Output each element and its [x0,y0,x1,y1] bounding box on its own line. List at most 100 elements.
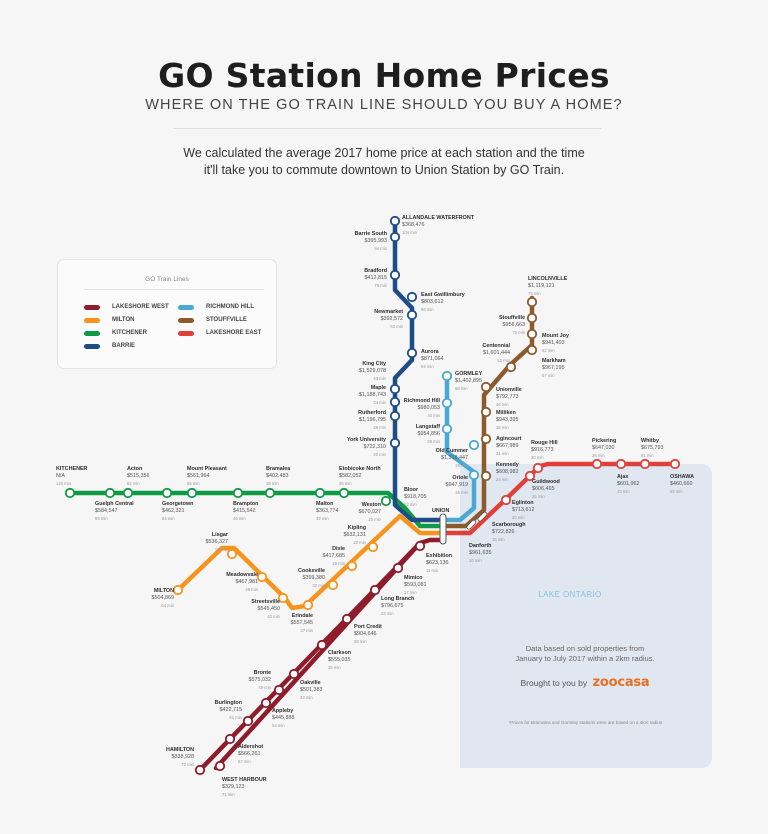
station-label[interactable]: Etobicoke North $582,052 26 min [339,466,381,486]
station-label[interactable]: Eglinton $713,612 20 min [512,500,535,520]
station-label[interactable]: Barrie South $395,993 94 min [354,231,387,251]
union-station-marker [439,513,447,545]
station-label[interactable]: Stouffville $956,663 72 min [498,315,525,335]
station-label[interactable]: Appleby $445,888 54 min [272,708,295,728]
station-label[interactable]: Port Credit $904,646 28 min [354,624,382,644]
station-label[interactable]: Rutherford $1,196,795 29 min [358,410,386,430]
station-label[interactable]: Mimico $593,081 17 min [404,575,427,595]
station-label[interactable]: Bloor $918,705 12 min [404,487,427,507]
line-swatch-icon [84,317,100,323]
station-label[interactable]: Oriole $947,919 25 min [445,475,468,495]
station-label[interactable]: King City $1,529,078 43 min [359,361,386,381]
zoocasa-logo[interactable]: zoocasa [592,675,650,690]
station-label[interactable]: Mount Joy $941,403 62 min [542,333,569,353]
legend-item-lakeshore-west: LAKESHORE WEST [84,304,169,310]
station-label[interactable]: LINCOLNVILLE $1,119,121 79 min [528,276,568,296]
station-label[interactable]: Cooksville $399,380 32 min [298,568,325,588]
page-title: GO Station Home Prices [158,56,610,95]
line-swatch-icon [84,343,100,349]
station-label[interactable]: Georgetown $462,321 64 min [162,501,194,521]
station-label[interactable]: Langstaff $954,856 36 min [415,424,440,444]
station-label[interactable]: Malton $363,774 32 min [316,501,339,521]
station-label[interactable]: Brampton $415,542 46 min [233,501,259,521]
lakeshore-west-line [197,537,446,773]
station-label[interactable]: East Gwillimbury $803,612 66 min [421,292,465,312]
legend-item-kitchener: KITCHENER [84,330,147,336]
richmond-hill-line [440,372,477,523]
station-label[interactable]: Clarkson $555,035 35 min [328,650,352,670]
station-label[interactable]: HAMILTON $338,928 72 min [166,747,194,767]
station-label[interactable]: KITCHENER N/A 123 min [56,466,88,486]
barrie-line [392,219,446,523]
legend-item-milton: MILTON [84,317,134,323]
line-swatch-icon [178,304,194,310]
station-label[interactable]: Danforth $961,635 10 min [469,543,492,563]
station-label[interactable]: Streetsville $545,450 42 min [251,599,280,619]
station-label[interactable]: Long Branch $796,675 23 min [381,596,415,616]
station-label[interactable]: Whitby $675,793 51 min [641,438,664,458]
legend-item-lakeshore-east: LAKESHORE EAST [178,330,261,336]
station-label[interactable]: Old Cummer $1,318,447 29 min [435,448,468,468]
legend: GO Train Lines LAKESHORE WEST MILTON KIT… [57,259,277,369]
station-label[interactable]: Newmarket $392,572 62 min [374,309,403,329]
station-label[interactable]: Unionville $792,773 46 min [496,387,522,407]
station-label[interactable]: Lisgar $536,327 53 min [205,532,228,552]
legend-item-richmond-hill: RICHMOND HILL [178,304,254,310]
station-label[interactable]: Bronte $575,032 49 min [248,670,271,690]
station-label[interactable]: WEST HARBOUR $329,123 71 min [222,777,267,797]
milton-line [175,513,446,611]
lake-ontario-area [460,464,712,768]
header-divider [173,128,601,129]
station-label[interactable]: MILTON $504,869 64 min [151,588,174,608]
kitchener-line [67,490,446,529]
line-swatch-icon [84,304,100,310]
station-label[interactable]: Aurora $871,064 54 min [421,349,444,369]
legend-item-stouffville: STOUFFVILLE [178,317,247,323]
station-label[interactable]: Kennedy $608,982 24 min [496,462,519,482]
station-label[interactable]: Agincourt $667,989 31 min [496,436,522,456]
station-label[interactable]: Bramalea $402,483 38 min [266,466,291,486]
station-label[interactable]: Burlington $422,715 61 min [214,700,242,720]
station-label[interactable]: Dixie $417,685 26 min [322,546,345,566]
station-label[interactable]: Acton $515,356 82 min [127,466,150,486]
station-label[interactable]: Milliken $943,395 38 min [496,410,519,430]
station-label[interactable]: GORMLEY $1,402,895 58 min [455,371,483,391]
brought-by: Brought to you by zoocasa [520,675,650,690]
data-note: Data based on sold properties from Janua… [515,644,655,663]
station-label[interactable]: Ajax $601,962 43 min [617,474,640,494]
legend-item-barrie: BARRIE [84,343,135,349]
line-swatch-icon [178,317,194,323]
station-label[interactable]: Kipling $632,131 20 min [343,525,366,545]
station-label[interactable]: Guildwood $606,465 25 min [532,479,560,499]
lakeshore-east-line [440,461,679,536]
station-union: UNION [432,508,450,514]
station-label[interactable]: Maple $1,188,743 34 min [359,385,386,405]
station-label[interactable]: Weston $670,027 20 min [358,502,381,522]
station-label[interactable]: Scarborough $722,826 16 min [492,522,526,542]
station-label[interactable]: Rouge Hill $916,773 30 min [531,440,558,460]
station-label[interactable]: Mount Pleasant $561,964 55 min [187,466,227,486]
station-label[interactable]: Richmond Hill $980,053 43 min [403,398,440,418]
legend-title: GO Train Lines [145,276,189,283]
station-label[interactable]: York University $722,310 20 min [346,437,386,457]
line-swatch-icon [178,330,194,336]
page-subtitle: WHERE ON THE GO TRAIN LINE SHOULD YOU BU… [145,97,623,113]
line-swatch-icon [84,330,100,336]
station-label[interactable]: Guelph Central $584,547 99 min [95,501,134,521]
station-label[interactable]: Bradford $412,815 75 min [364,268,387,288]
legend-divider [84,289,264,290]
station-label[interactable]: Oakville $501,383 43 min [300,680,323,700]
station-label[interactable]: Erindale $557,545 37 min [290,613,313,633]
station-label[interactable]: Centennial $1,601,444 52 min [482,343,510,363]
lake-label: LAKE ONTARIO [538,590,602,599]
footnote: *Prices for Bramalea and Gormley station… [508,720,664,725]
station-label[interactable]: Aldershot $566,261 67 min [238,744,264,764]
station-label[interactable]: ALLANDALE WATERFRONT $368,476 104 min [402,215,475,235]
station-label[interactable]: Pickering $647,030 38 min [592,438,617,458]
station-label[interactable]: Exhibition $623,136 11 min [426,553,453,573]
station-label[interactable]: OSHAWA $460,660 58 min [670,474,694,494]
station-label[interactable]: Meadowvale $467,981 49 min [226,572,258,592]
intro-text: We calculated the average 2017 home pric… [183,146,585,177]
station-label[interactable]: Markham $967,195 57 min [542,358,566,378]
